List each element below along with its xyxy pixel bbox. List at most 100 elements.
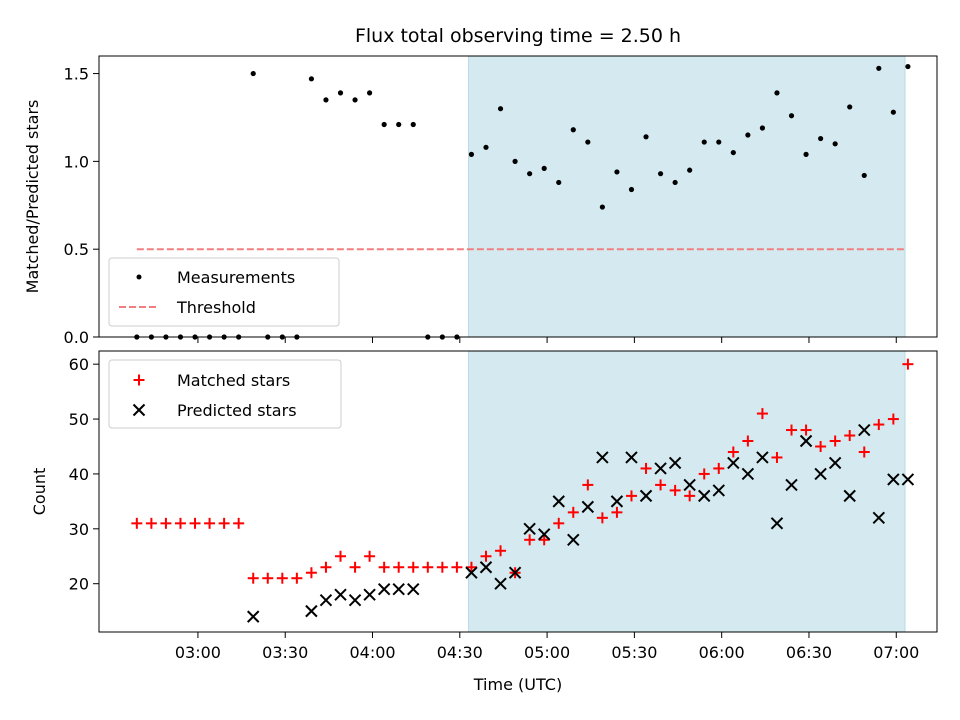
y-tick-label: 20 bbox=[69, 575, 89, 594]
matched-star-point bbox=[698, 468, 710, 480]
matched-star-point bbox=[262, 572, 274, 584]
measurement-point bbox=[818, 135, 824, 142]
predicted-star-point bbox=[523, 522, 536, 536]
x-tick-label: 05:30 bbox=[611, 643, 657, 662]
bottom-legend-box bbox=[108, 359, 342, 429]
measurement-point bbox=[745, 132, 751, 138]
matched-star-point bbox=[902, 358, 914, 370]
x-axis-label: Time (UTC) bbox=[473, 675, 562, 694]
predicted-star-point bbox=[552, 495, 565, 508]
measurement-point bbox=[614, 169, 620, 175]
matched-star-point bbox=[756, 408, 768, 420]
measurement-point bbox=[570, 127, 576, 133]
matched-star-point bbox=[625, 490, 637, 502]
measurement-point bbox=[774, 90, 780, 96]
matched-star-point bbox=[204, 517, 216, 529]
measurement-point bbox=[512, 158, 518, 164]
x-tick-label: 04:00 bbox=[349, 643, 395, 662]
x-tick-label: 06:30 bbox=[786, 643, 832, 662]
predicted-star-point bbox=[683, 478, 696, 492]
predicted-star-point bbox=[305, 604, 318, 618]
y-tick-label: 0.5 bbox=[64, 240, 89, 259]
predicted-star-point bbox=[625, 451, 638, 464]
measurement-point bbox=[483, 144, 489, 150]
x-tick-label: 03:30 bbox=[262, 643, 308, 662]
top-y-axis-label: Matched/Predicted stars bbox=[23, 100, 42, 294]
matched-star-point bbox=[393, 561, 405, 573]
x-tick-label: 06:00 bbox=[699, 643, 745, 662]
measurement-point bbox=[788, 113, 795, 119]
measurement-point bbox=[352, 97, 358, 103]
matched-star-point bbox=[815, 440, 827, 452]
legend-label-threshold: Threshold bbox=[176, 298, 256, 317]
matched-star-point bbox=[422, 561, 434, 573]
matched-star-point bbox=[524, 534, 536, 546]
y-tick-label: 30 bbox=[69, 520, 89, 539]
measurement-point bbox=[861, 172, 867, 179]
matched-star-point bbox=[771, 451, 783, 463]
predicted-star-point bbox=[668, 456, 682, 470]
matched-star-point bbox=[800, 424, 812, 436]
matched-star-point bbox=[436, 561, 448, 573]
matched-star-point bbox=[378, 561, 390, 573]
predicted-star-point bbox=[799, 434, 813, 448]
matched-star-point bbox=[480, 550, 492, 562]
predicted-star-point bbox=[872, 511, 886, 525]
predicted-star-point bbox=[479, 561, 493, 574]
predicted-star-point bbox=[727, 456, 740, 470]
top-legend-box bbox=[108, 257, 340, 327]
observing-window-shade bbox=[468, 351, 905, 632]
top-axes-frame bbox=[98, 55, 938, 338]
legend-dot-icon bbox=[136, 274, 142, 280]
measurement-point bbox=[759, 125, 766, 131]
top-panel: 0.0 0.5 1.0 1.5 Flux total observing time =… bbox=[23, 25, 938, 347]
matched-star-point bbox=[291, 572, 303, 584]
measurement-point bbox=[337, 90, 344, 96]
predicted-star-point bbox=[596, 451, 609, 464]
matched-star-point bbox=[320, 561, 332, 573]
measurement-point bbox=[497, 106, 504, 112]
bottom-y-axis-label: Count bbox=[30, 468, 49, 516]
bottom-axes-frame bbox=[98, 350, 938, 633]
measurement-point bbox=[308, 76, 315, 82]
predicted-star-point bbox=[319, 593, 333, 607]
measurement-point bbox=[657, 171, 664, 177]
matched-star-point bbox=[465, 561, 477, 573]
measurement-point bbox=[250, 70, 256, 77]
measurement-point bbox=[876, 65, 882, 71]
legend-label-matched: Matched stars bbox=[177, 371, 290, 390]
top-x-ticks bbox=[197, 337, 897, 343]
predicted-star-point bbox=[465, 566, 478, 579]
top-legend: Measurements Threshold bbox=[108, 257, 340, 327]
matched-star-point bbox=[669, 484, 681, 496]
predicted-star-point bbox=[247, 610, 260, 623]
measurement-point bbox=[556, 179, 562, 186]
measurement-point bbox=[381, 121, 387, 128]
legend-x-icon bbox=[132, 403, 146, 417]
measurement-point bbox=[410, 121, 416, 128]
matched-star-point bbox=[407, 561, 419, 573]
predicted-stars-points bbox=[247, 423, 915, 623]
matched-star-point bbox=[247, 572, 259, 584]
measurement-point bbox=[687, 167, 693, 173]
measurement-point bbox=[643, 134, 649, 140]
measurement-point bbox=[468, 151, 475, 157]
predicted-star-point bbox=[858, 423, 871, 437]
matched-star-point bbox=[582, 479, 594, 491]
matched-star-point bbox=[553, 517, 565, 529]
matched-star-point bbox=[305, 567, 317, 579]
measurement-point bbox=[803, 151, 809, 157]
observing-window-shade bbox=[468, 56, 905, 337]
matched-star-point bbox=[873, 419, 885, 431]
matched-star-point bbox=[858, 446, 870, 458]
bottom-legend: Matched stars Predicted stars bbox=[108, 359, 342, 429]
predicted-star-point bbox=[508, 566, 522, 579]
matched-star-point bbox=[451, 561, 463, 573]
matched-star-point bbox=[786, 424, 798, 436]
measurement-point bbox=[367, 90, 373, 96]
x-tick-label: 04:30 bbox=[437, 643, 483, 662]
predicted-star-point bbox=[348, 593, 362, 607]
matched-stars-points bbox=[131, 358, 914, 584]
predicted-star-point bbox=[901, 473, 915, 486]
measurement-point bbox=[585, 139, 591, 145]
